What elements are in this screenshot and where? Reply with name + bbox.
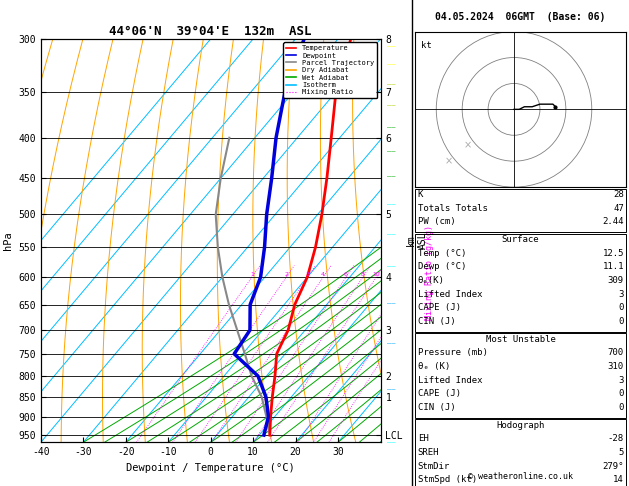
Text: 700: 700	[608, 348, 624, 358]
Text: ——: ——	[387, 231, 396, 237]
Text: 3: 3	[618, 290, 624, 299]
Text: 3: 3	[306, 272, 309, 277]
Text: ——: ——	[387, 264, 396, 270]
Text: © weatheronline.co.uk: © weatheronline.co.uk	[468, 472, 573, 481]
Text: 12.5: 12.5	[603, 249, 624, 258]
Text: 28: 28	[613, 190, 624, 199]
Text: Mixing Ratio (g/kg): Mixing Ratio (g/kg)	[425, 226, 434, 320]
Text: CIN (J): CIN (J)	[418, 403, 455, 412]
Text: 11.1: 11.1	[603, 262, 624, 272]
Text: 2.44: 2.44	[603, 217, 624, 226]
Text: 310: 310	[608, 362, 624, 371]
Text: Lifted Index: Lifted Index	[418, 290, 482, 299]
Text: ×: ×	[464, 140, 471, 151]
Y-axis label: hPa: hPa	[3, 231, 13, 250]
X-axis label: Dewpoint / Temperature (°C): Dewpoint / Temperature (°C)	[126, 463, 295, 473]
Text: CAPE (J): CAPE (J)	[418, 303, 460, 312]
Text: 10: 10	[372, 272, 380, 277]
Text: Totals Totals: Totals Totals	[418, 204, 487, 213]
Text: ——: ——	[387, 102, 396, 108]
Text: 279°: 279°	[603, 462, 624, 471]
Text: 0: 0	[618, 389, 624, 399]
Text: 8: 8	[361, 272, 365, 277]
Text: Dewp (°C): Dewp (°C)	[418, 262, 466, 272]
Text: 0: 0	[618, 303, 624, 312]
Text: StmSpd (kt): StmSpd (kt)	[418, 475, 477, 485]
Text: 309: 309	[608, 276, 624, 285]
Text: kt: kt	[421, 41, 432, 50]
Text: 5: 5	[618, 448, 624, 457]
Text: 6: 6	[344, 272, 348, 277]
Text: ——: ——	[387, 386, 396, 392]
Text: Surface: Surface	[502, 235, 539, 244]
Text: θₑ (K): θₑ (K)	[418, 362, 450, 371]
Text: EH: EH	[418, 434, 428, 444]
Text: 0: 0	[618, 403, 624, 412]
Text: 1: 1	[250, 272, 254, 277]
Text: CAPE (J): CAPE (J)	[418, 389, 460, 399]
Text: ×: ×	[445, 156, 454, 166]
Text: PW (cm): PW (cm)	[418, 217, 455, 226]
Text: ——: ——	[387, 439, 396, 445]
Text: Temp (°C): Temp (°C)	[418, 249, 466, 258]
Text: 4: 4	[321, 272, 325, 277]
Text: 47: 47	[613, 204, 624, 213]
Text: Hodograph: Hodograph	[496, 421, 545, 430]
Text: 2: 2	[284, 272, 288, 277]
Text: θₑ(K): θₑ(K)	[418, 276, 445, 285]
Text: ——: ——	[387, 62, 396, 68]
Text: 0: 0	[618, 317, 624, 326]
Text: CIN (J): CIN (J)	[418, 317, 455, 326]
Text: Lifted Index: Lifted Index	[418, 376, 482, 385]
Text: ——: ——	[387, 81, 396, 87]
Text: 14: 14	[613, 475, 624, 485]
Text: ——: ——	[387, 340, 396, 347]
Text: ——: ——	[387, 148, 396, 154]
Text: ——: ——	[387, 174, 396, 179]
Legend: Temperature, Dewpoint, Parcel Trajectory, Dry Adiabat, Wet Adiabat, Isotherm, Mi: Temperature, Dewpoint, Parcel Trajectory…	[283, 42, 377, 98]
Text: 04.05.2024  06GMT  (Base: 06): 04.05.2024 06GMT (Base: 06)	[435, 12, 606, 22]
Y-axis label: km
ASL: km ASL	[406, 232, 428, 249]
Text: 3: 3	[618, 376, 624, 385]
Text: -28: -28	[608, 434, 624, 444]
Text: ——: ——	[387, 43, 396, 49]
Text: K: K	[418, 190, 423, 199]
Text: StmDir: StmDir	[418, 462, 450, 471]
Text: ——: ——	[387, 201, 396, 207]
Text: Most Unstable: Most Unstable	[486, 335, 555, 344]
Text: SREH: SREH	[418, 448, 439, 457]
Text: Pressure (mb): Pressure (mb)	[418, 348, 487, 358]
Title: 44°06'N  39°04'E  132m  ASL: 44°06'N 39°04'E 132m ASL	[109, 25, 312, 38]
Text: ——: ——	[387, 124, 396, 130]
Text: ——: ——	[387, 300, 396, 306]
